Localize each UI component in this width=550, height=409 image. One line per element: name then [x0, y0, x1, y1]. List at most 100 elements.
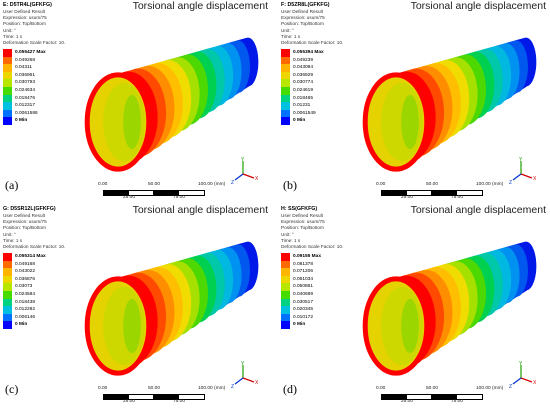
legend-swatch [3, 321, 12, 329]
legend-value: 0.03073 [15, 284, 33, 290]
legend-value: 0.043022 [15, 269, 36, 275]
x-axis-arrow [242, 377, 255, 383]
result-title: E: D5TR4L(GFKFG) [3, 2, 52, 8]
legend-swatch [3, 79, 12, 87]
legend-swatch [3, 283, 12, 291]
legend-value: 0.049239 [293, 57, 314, 63]
scale-label: 100.00 (mm) [476, 182, 504, 187]
scale-segment [178, 190, 205, 196]
result-title: G: D5SR12L(GFKFG) [3, 206, 56, 212]
z-axis-label: Z [509, 180, 512, 186]
meta-line: Expression: usum/75 [281, 15, 325, 21]
scale-label: 50.00 [426, 182, 439, 187]
legend-value: 0.010172 [293, 314, 314, 320]
legend-swatch [281, 102, 290, 110]
legend-value: 0.0061549 [293, 110, 316, 116]
scale-label: 50.00 [148, 386, 161, 391]
legend-swatch [3, 268, 12, 276]
legend-value: 0.036951 [15, 72, 36, 78]
z-axis-label: Z [509, 384, 512, 390]
shell-interior-deep [123, 298, 141, 354]
legend-value: 0.020345 [293, 307, 314, 313]
axis-triad-icon: Y X Z [509, 361, 537, 390]
meta-line: Deformation Scale Factor: 10. [281, 40, 344, 46]
legend-swatch [3, 86, 12, 95]
legend-value: 0.043084 [293, 65, 314, 71]
y-axis-label: Y [241, 157, 245, 163]
legend-swatch [281, 283, 290, 291]
x-axis-arrow [520, 173, 533, 179]
legend-value: 0.006146 [15, 314, 36, 320]
plot-heading: Torsional angle displacement [132, 0, 268, 12]
result-title: H: SS(GFKFG) [281, 206, 318, 212]
result-title: F: D5ZR8L(GFKFG) [281, 2, 330, 8]
cylinder-shell [84, 37, 259, 172]
scale-label: 75.00 [173, 195, 186, 200]
legend-swatch [3, 253, 12, 261]
legend-value: 0.030774 [293, 80, 314, 86]
legend-value: 0 Min [293, 118, 306, 124]
panel-label: (c) [5, 382, 19, 396]
meta-line: Deformation Scale Factor: 10. [3, 40, 66, 46]
legend-swatch [281, 109, 290, 118]
x-axis-label: X [255, 380, 259, 386]
cylinder-shell [362, 37, 537, 172]
meta-line: Position: Top/Bottom [3, 21, 46, 27]
meta-line: User Defined Result [281, 9, 323, 14]
legend-swatch [281, 260, 290, 269]
legend-value: 0.012292 [15, 307, 36, 313]
x-axis-label: X [533, 176, 537, 182]
scale-bar: 0.00 50.00 100.00 (mm) 25.00 75.00 [98, 386, 232, 406]
meta-line: Position: Top/Bottom [281, 21, 324, 27]
axis-triad-icon: Y X Z [231, 361, 259, 390]
scale-label: 0.00 [376, 182, 386, 187]
legend-value: 0.030793 [15, 80, 36, 86]
scale-label: 25.00 [123, 399, 136, 404]
result-meta: User Defined Result Expression: usum/75 Po… [281, 9, 343, 46]
scale-label: 0.00 [98, 182, 108, 187]
result-meta: User Defined Result Expression: usum/75 Po… [3, 213, 65, 250]
meta-line: Expression: usum/75 [3, 219, 47, 225]
legend-swatch [281, 71, 290, 80]
meta-line: User Defined Result [281, 213, 323, 218]
plot-heading: Torsional angle displacement [410, 204, 546, 216]
shell-interior-deep [401, 94, 419, 150]
meta-line: Time: 1 s [281, 237, 301, 243]
legend-swatch [3, 109, 12, 118]
z-axis-arrow [512, 377, 522, 385]
meta-line: Unit: ° [3, 231, 16, 237]
legend-value: 0.012317 [15, 103, 36, 109]
meta-line: Deformation Scale Factor: 10. [281, 244, 344, 250]
legend-swatch [3, 306, 12, 314]
meta-line: Unit: ° [281, 27, 294, 33]
legend-swatch [3, 102, 12, 110]
scale-label: 100.00 (mm) [198, 386, 226, 391]
scale-segment [456, 394, 483, 400]
scale-label: 25.00 [401, 399, 414, 404]
legend-swatch [3, 117, 12, 125]
legend-value: 0.018476 [15, 95, 36, 101]
legend-value: 0 Min [15, 322, 28, 328]
legend-swatch [281, 290, 290, 299]
axis-triad-icon: Y X Z [509, 157, 537, 186]
meta-line: Position: Top/Bottom [3, 225, 46, 231]
z-axis-arrow [234, 173, 244, 181]
result-meta: User Defined Result Expression: usum/75 Po… [3, 9, 65, 46]
cylinder-shell [84, 241, 259, 376]
x-axis-label: X [533, 380, 537, 386]
legend-swatch [3, 298, 12, 307]
legend-value: 0.050861 [293, 284, 314, 290]
legend-swatch [281, 94, 290, 103]
legend-swatch [281, 86, 290, 95]
meta-line: Unit: ° [281, 231, 294, 237]
y-axis-label: Y [519, 361, 523, 367]
scale-label: 100.00 (mm) [476, 386, 504, 391]
legend-swatch [281, 49, 290, 57]
meta-line: Time: 1 s [3, 237, 23, 243]
legend-value: 0.030517 [293, 299, 314, 305]
legend-swatch [3, 275, 12, 284]
z-axis-label: Z [231, 384, 234, 390]
scale-label: 75.00 [451, 195, 464, 200]
meta-line: Unit: ° [3, 27, 16, 33]
y-axis-label: Y [241, 361, 245, 367]
